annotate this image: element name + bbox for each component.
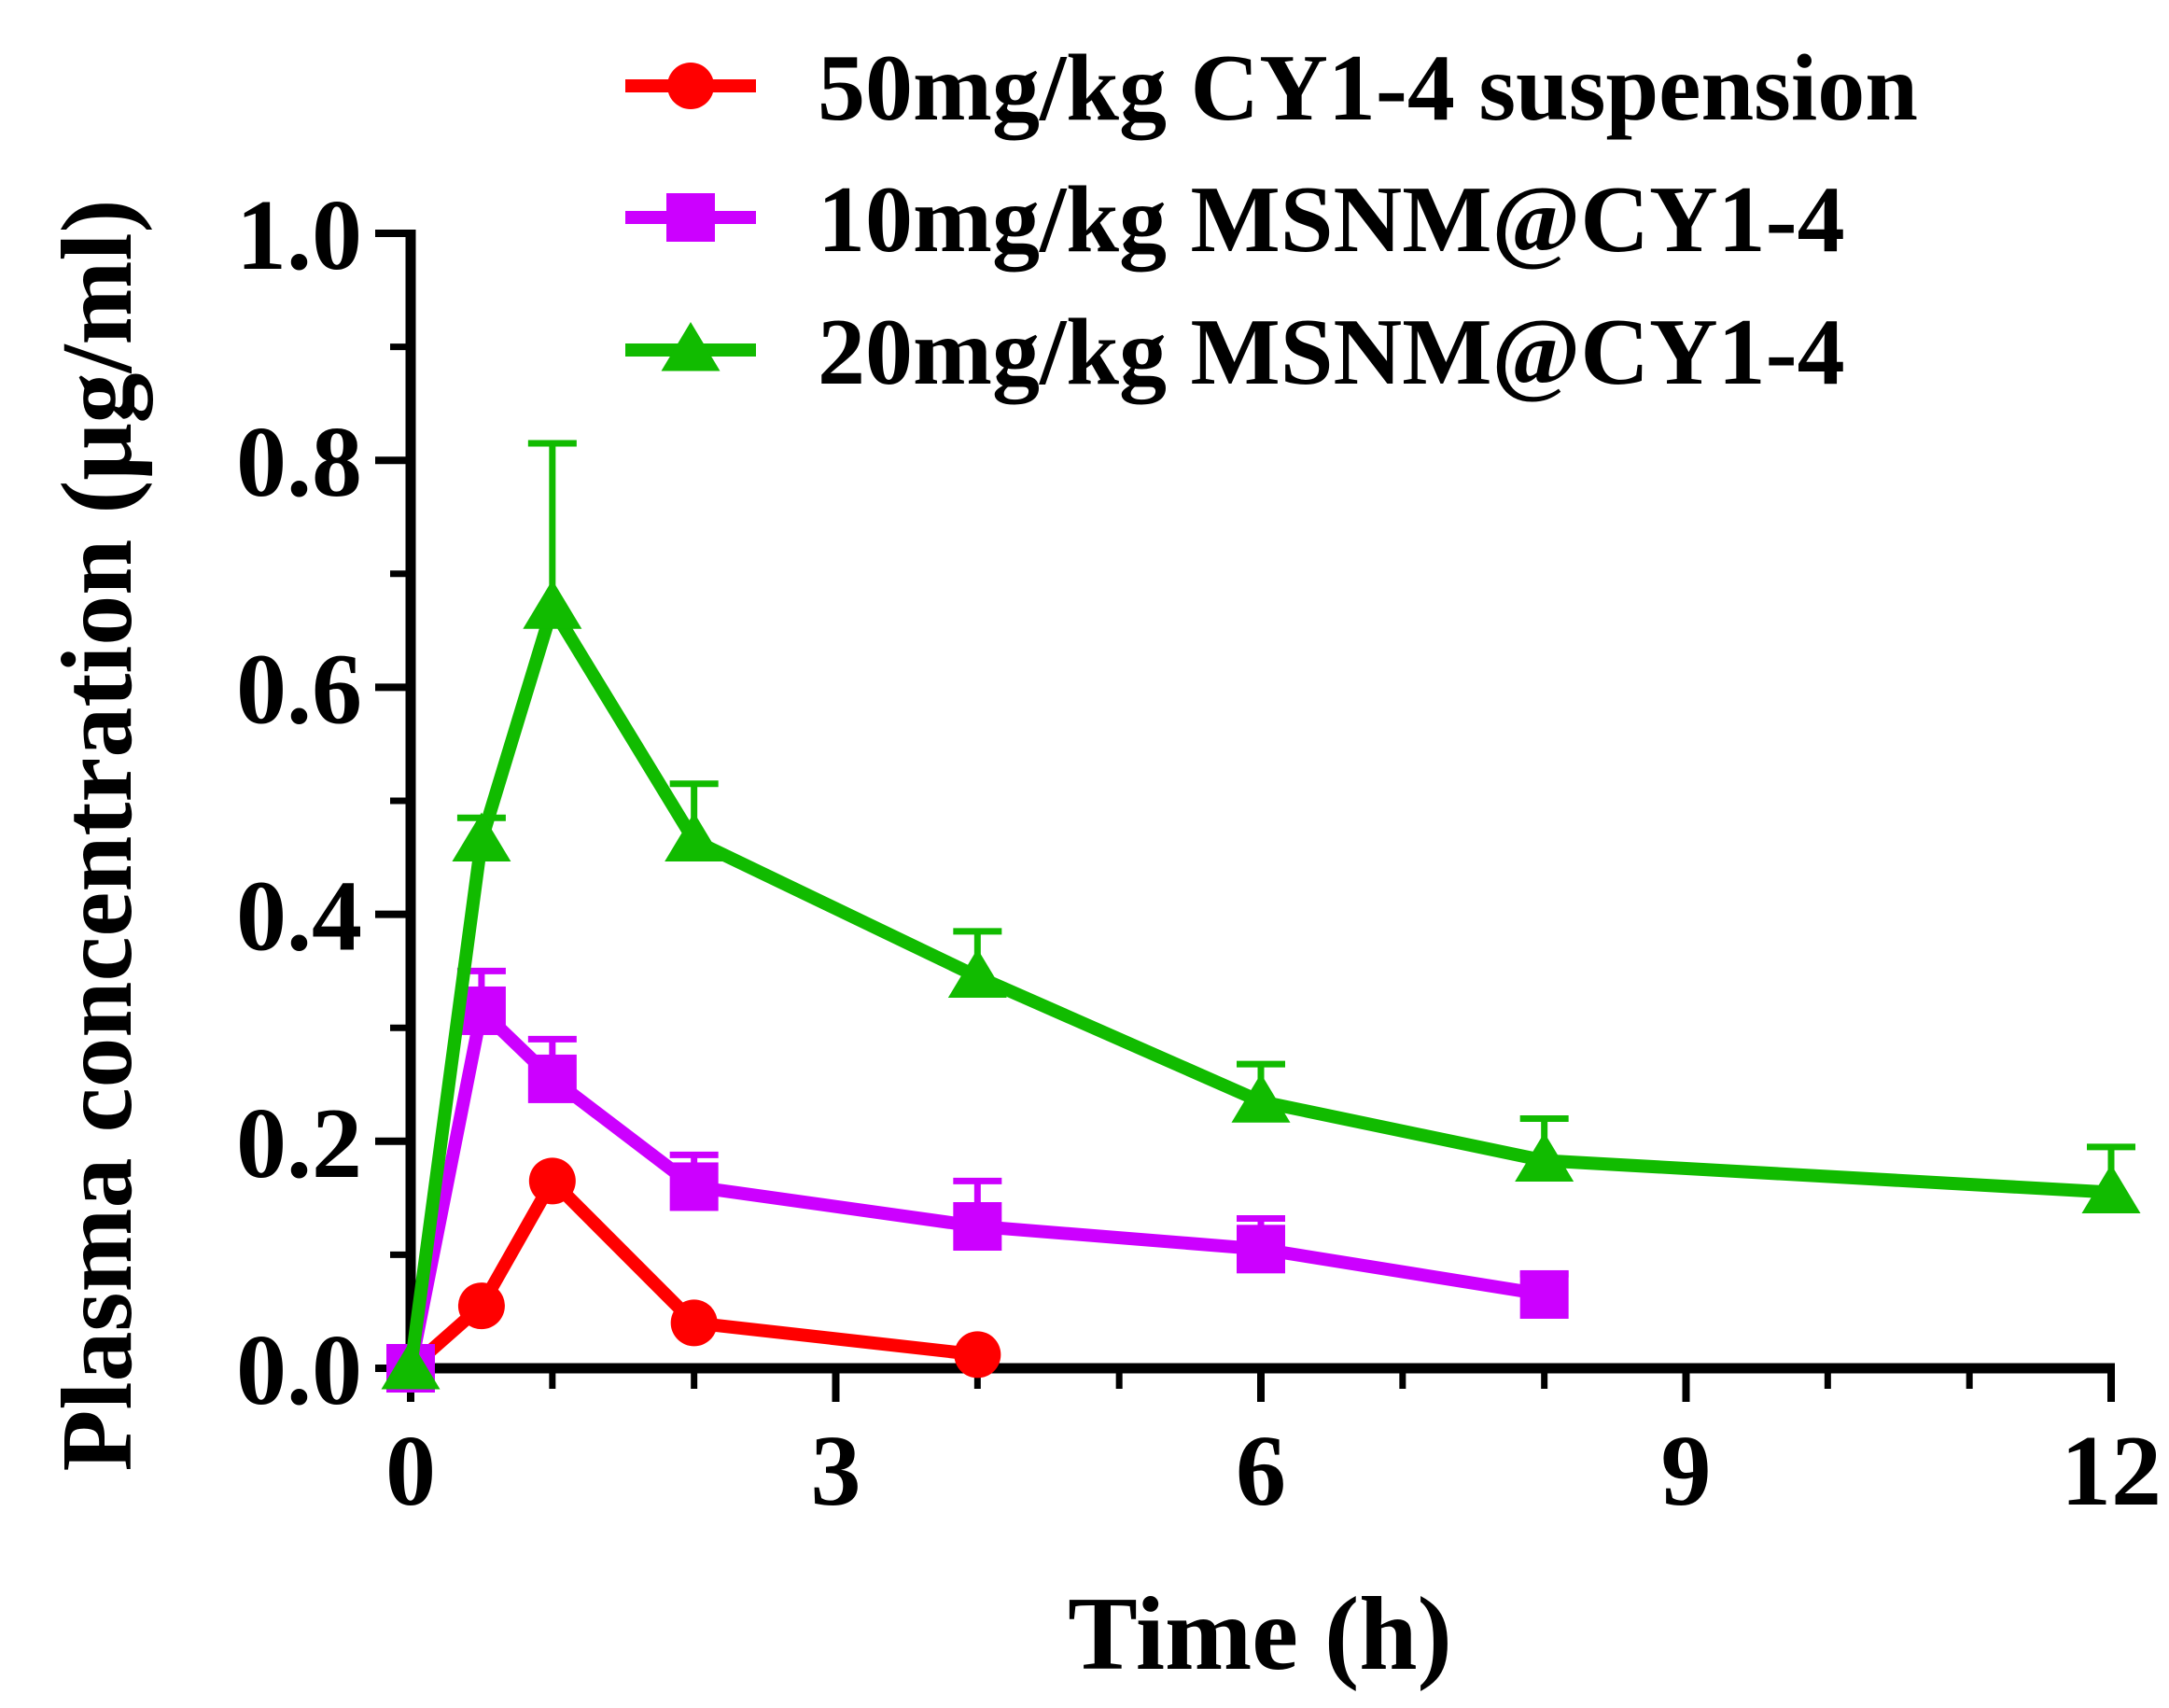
legend-label: 20mg/kg MSNM@CY1-4 — [818, 300, 1845, 405]
legend-label: 50mg/kg CY1-4 suspension — [818, 35, 1918, 141]
data-point — [452, 812, 511, 862]
x-tick-label: 6 — [1236, 1416, 1286, 1527]
data-point — [1519, 1269, 1569, 1319]
data-point — [527, 1054, 577, 1103]
x-axis-label: Time (h) — [1068, 1576, 1452, 1692]
y-tick-label: 0.4 — [236, 861, 362, 973]
x-tick-label: 9 — [1661, 1416, 1712, 1527]
x-tick-label: 12 — [2061, 1416, 2162, 1527]
series-square — [386, 967, 1569, 1393]
data-point — [1515, 1132, 1574, 1182]
y-tick-label: 0.6 — [236, 634, 362, 745]
data-point — [381, 1340, 441, 1390]
data-point — [528, 1157, 576, 1205]
data-point — [1231, 1073, 1291, 1123]
data-point — [523, 580, 582, 629]
data-point — [953, 1202, 1002, 1251]
data-point — [1237, 1225, 1285, 1274]
y-tick-label: 0.8 — [236, 407, 362, 518]
data-point — [457, 1282, 505, 1330]
legend-marker — [666, 193, 715, 242]
legend-marker — [661, 322, 721, 371]
data-point — [665, 812, 724, 862]
series-triangle — [381, 440, 2141, 1390]
x-tick-label: 3 — [811, 1416, 861, 1527]
data-point — [2081, 1164, 2141, 1214]
data-point — [954, 1331, 1001, 1379]
series-line — [404, 601, 2112, 1369]
legend-marker — [667, 63, 714, 109]
y-tick-label: 0.0 — [236, 1315, 362, 1426]
legend-label: 10mg/kg MSNM@CY1-4 — [818, 167, 1845, 273]
data-point — [947, 948, 1007, 998]
axes: 0.0 0.2 0.4 0.6 0.8 1.0 0 3 6 9 12 — [236, 180, 2162, 1527]
x-tick-label: 0 — [385, 1416, 436, 1527]
legend: 50mg/kg CY1-4 suspension 10mg/kg MSNM@CY1… — [625, 35, 1918, 405]
y-tick-label: 1.0 — [236, 180, 362, 291]
series-layer — [381, 440, 2141, 1393]
y-tick-label: 0.2 — [236, 1088, 362, 1199]
data-point — [670, 1299, 718, 1347]
data-point — [669, 1162, 719, 1211]
y-axis-label: Plasma concentration (μg/ml) — [42, 200, 153, 1472]
